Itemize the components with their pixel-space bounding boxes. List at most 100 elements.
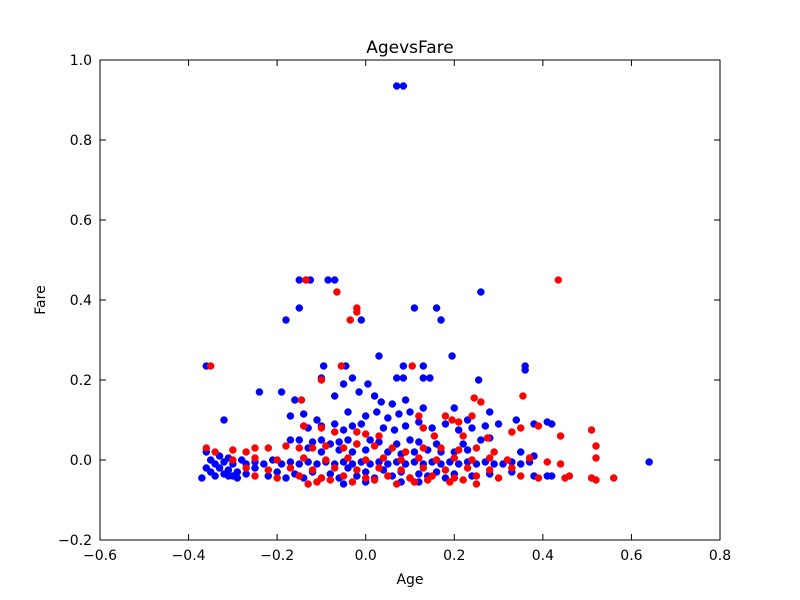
data-point (468, 456, 476, 464)
data-point (295, 444, 304, 452)
data-point (399, 362, 408, 370)
data-point (508, 464, 516, 472)
data-point (419, 374, 428, 382)
data-point (330, 428, 339, 436)
data-point (468, 424, 476, 432)
data-point (344, 408, 352, 416)
data-point (308, 466, 317, 474)
data-point (330, 464, 339, 472)
data-point (423, 476, 432, 484)
data-point (454, 418, 463, 426)
data-point (450, 454, 459, 462)
data-point (326, 476, 335, 484)
data-point (251, 472, 259, 480)
data-point (220, 416, 228, 424)
data-point (483, 434, 492, 442)
data-point (384, 414, 392, 422)
data-point (472, 444, 481, 452)
data-point (401, 396, 410, 404)
data-point (459, 432, 467, 440)
data-point (399, 374, 408, 382)
data-point (313, 416, 321, 424)
x-tick-label: −0.6 (83, 548, 117, 564)
data-point (206, 362, 215, 370)
data-point (302, 276, 310, 284)
data-point (242, 464, 250, 472)
data-point (286, 436, 295, 444)
data-point (319, 362, 328, 370)
data-point (264, 444, 273, 452)
data-point (397, 456, 405, 464)
data-point (330, 392, 339, 400)
data-point (470, 394, 478, 402)
data-point (286, 464, 295, 472)
x-tick-label: 0.2 (443, 548, 465, 564)
data-point (554, 276, 563, 284)
data-point (415, 454, 423, 462)
data-point (251, 444, 259, 452)
data-point (339, 444, 348, 452)
data-point (304, 480, 312, 488)
data-point (384, 472, 392, 480)
data-point (406, 436, 414, 444)
data-point (355, 388, 363, 396)
data-point (233, 474, 242, 482)
data-point (494, 420, 503, 428)
data-point (485, 408, 494, 416)
data-point (441, 420, 450, 428)
data-point (299, 454, 308, 462)
data-point (419, 404, 428, 412)
data-point (521, 366, 529, 374)
data-point (565, 472, 574, 480)
data-point (472, 480, 481, 488)
data-point (490, 460, 498, 468)
data-point (211, 472, 219, 480)
data-point (426, 374, 434, 382)
data-point (242, 448, 250, 456)
data-point (297, 396, 306, 404)
x-tick-label: −0.2 (260, 548, 294, 564)
data-point (408, 362, 416, 370)
data-point (547, 472, 556, 480)
data-point (556, 432, 565, 440)
y-tick-label: −0.2 (58, 533, 92, 549)
data-point (645, 458, 653, 466)
x-tick-label: −0.4 (172, 548, 206, 564)
data-point (344, 436, 352, 444)
data-point (534, 474, 543, 482)
data-point (508, 428, 516, 436)
y-axis-label: Fare (33, 285, 49, 314)
x-tick-label: 0.0 (355, 548, 377, 564)
data-point (282, 474, 290, 482)
data-point (229, 456, 237, 464)
data-point (463, 464, 472, 472)
data-point (361, 446, 370, 454)
points-layer (198, 82, 653, 488)
data-point (375, 464, 383, 472)
data-point (344, 454, 352, 462)
data-point (361, 456, 370, 464)
data-point (379, 454, 388, 462)
data-point (477, 436, 485, 444)
data-point (474, 376, 483, 384)
x-axis-label: Age (396, 572, 423, 588)
data-point (432, 456, 441, 464)
data-point (609, 474, 618, 482)
data-point (437, 444, 445, 452)
data-point (375, 352, 383, 360)
data-point (401, 422, 410, 430)
data-point (317, 436, 326, 444)
data-point (322, 442, 330, 450)
data-point (295, 304, 304, 312)
data-point (339, 480, 348, 488)
data-point (441, 412, 450, 420)
data-point (215, 464, 224, 472)
data-point (282, 442, 290, 450)
chart-title: AgevsFare (366, 38, 454, 58)
data-point (330, 420, 339, 428)
data-point (388, 400, 397, 408)
data-point (592, 454, 600, 462)
data-point (463, 446, 472, 454)
data-point (437, 316, 445, 324)
